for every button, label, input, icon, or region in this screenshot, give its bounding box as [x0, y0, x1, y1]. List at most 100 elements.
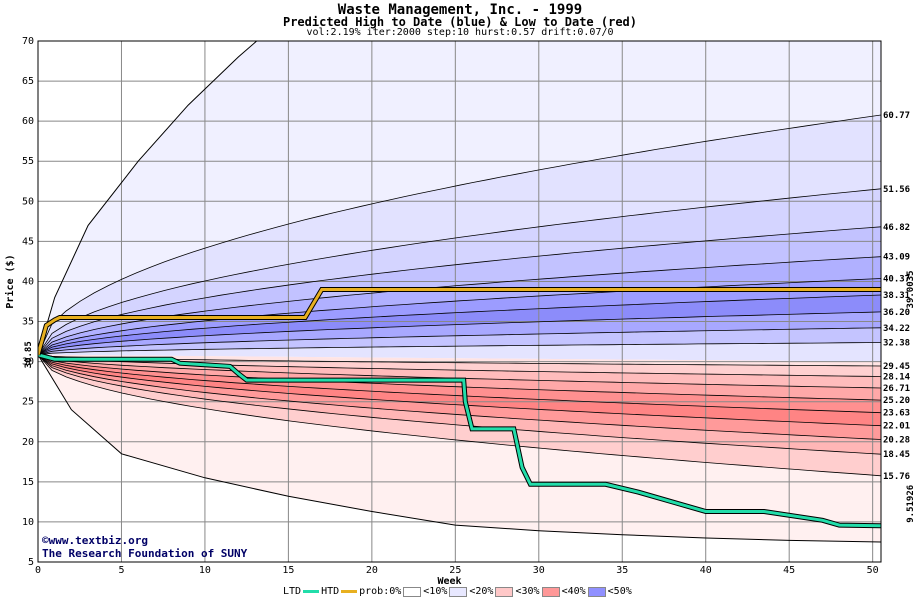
y-tick-label-7: 40 [22, 276, 34, 287]
legend-prob40-swatch [587, 586, 606, 597]
legend-prob50-label: <50% [607, 586, 632, 597]
low-band-3 [38, 354, 881, 401]
series-lines [38, 287, 881, 529]
low-band-7 [38, 354, 881, 455]
high-band-8 [38, 327, 881, 355]
x-tick-label-2: 10 [199, 565, 211, 576]
chart-legend: LTD HTD prob:0% <10% <20% <30% <40% <50% [283, 586, 632, 597]
high-band-1 [38, 115, 881, 355]
x-tick-label-0: 0 [35, 565, 41, 576]
low-level-label-0: 29.45 [883, 362, 910, 372]
legend-ltd-label: LTD [283, 586, 302, 597]
chart-labels: 0 5 10 15 20 25 30 35 40 45 5051015202530354045505… [4, 36, 916, 587]
high-level-label-0: 60.77 [883, 111, 910, 121]
y-tick-label-13: 70 [22, 36, 34, 47]
y-tick-label-4: 25 [22, 397, 34, 408]
high-level-label-8: 32.38 [883, 339, 910, 349]
high-level-line-1 [38, 188, 881, 356]
high-level-label-6: 36.20 [883, 308, 910, 318]
chart-axes [37, 40, 882, 563]
legend-prob40-label: <40% [561, 586, 586, 597]
x-tick-label-1: 5 [118, 565, 124, 576]
high-level-line-8 [38, 342, 881, 356]
low-level-label-3: 25.20 [883, 396, 910, 406]
plot-frame [37, 40, 882, 563]
y-tick-label-5: 30 [22, 357, 34, 368]
high-level-line-6 [38, 311, 881, 356]
legend-prob20-swatch [495, 586, 514, 597]
high-band-5 [38, 278, 881, 355]
band-boundaries [38, 41, 881, 543]
probability-bands [38, 41, 881, 542]
x-tick-label-7: 35 [616, 565, 628, 576]
high-level-line-2 [38, 226, 881, 356]
legend-prob0-label: prob:0% [359, 586, 402, 597]
watermark-url[interactable]: www.textbiz.org [48, 534, 148, 547]
y-tick-label-0: 5 [28, 557, 34, 568]
low-band-0 [38, 354, 881, 366]
x-tick-label-4: 20 [366, 565, 378, 576]
x-tick-label-8: 40 [700, 565, 712, 576]
y-tick-label-10: 55 [22, 156, 34, 167]
high-level-label-4: 40.37 [883, 274, 910, 284]
low-band-6 [38, 354, 881, 440]
low-level-line-6 [38, 354, 881, 440]
legend-ltd-swatch [303, 590, 320, 593]
start-price-label: 30.85 [24, 341, 34, 368]
high-level-label-5: 38.31 [883, 291, 910, 301]
y-tick-label-6: 35 [22, 317, 34, 328]
high-level-line-3 [38, 256, 881, 356]
low-level-label-4: 23.63 [883, 409, 910, 419]
copyright-icon: © [42, 534, 49, 547]
low-level-line-3 [38, 354, 881, 401]
legend-htd-label: HTD [321, 586, 340, 597]
x-tick-label-6: 30 [533, 565, 545, 576]
high-level-label-2: 46.82 [883, 223, 910, 233]
chart-title: Waste Management, Inc. - 1999 [337, 2, 583, 18]
high-level-line-4 [38, 278, 881, 356]
x-tick-label-3: 15 [282, 565, 294, 576]
y-tick-label-9: 50 [22, 196, 34, 207]
high-band-6 [38, 295, 881, 355]
ltd-line [38, 353, 881, 528]
watermark: ©www.textbiz.org The Research Foundation… [42, 534, 247, 560]
low-band-outer [38, 354, 881, 542]
y-tick-label-3: 20 [22, 437, 34, 448]
y-tick-label-2: 15 [22, 477, 34, 488]
legend-prob30-swatch [541, 586, 560, 597]
high-band-inner [38, 342, 881, 362]
high-band-7 [38, 311, 881, 355]
low-level-line-4 [38, 354, 881, 414]
high-level-label-7: 34.22 [883, 324, 910, 334]
chart-subtitle: Predicted High to Date (blue) & Low to D… [282, 15, 637, 29]
low-level-label-2: 26.71 [883, 384, 910, 394]
low-level-line-5 [38, 354, 881, 427]
low-level-line-0 [38, 354, 881, 367]
low-band-2 [38, 354, 881, 388]
low-level-label-8: 15.76 [883, 472, 910, 482]
legend-htd-swatch [341, 590, 358, 593]
outer-low-boundary [38, 354, 881, 543]
y-tick-label-11: 60 [22, 116, 34, 127]
y-tick-label-1: 10 [22, 517, 34, 528]
chart-parameters: vol:2.19% iter:2000 step:10 hurst:0.57 d… [306, 27, 614, 38]
htd-final-label: 39.0035 [906, 271, 916, 309]
low-level-label-6: 20.28 [883, 436, 910, 446]
high-band-2 [38, 188, 881, 355]
low-level-label-7: 18.45 [883, 450, 910, 460]
low-band-5 [38, 354, 881, 426]
legend-prob20-label: <20% [469, 586, 494, 597]
high-level-line-5 [38, 294, 881, 356]
high-level-line-7 [38, 327, 881, 356]
x-axis-label: Week [437, 576, 461, 587]
legend-prob10-swatch [449, 586, 468, 597]
y-tick-label-8: 45 [22, 236, 34, 247]
ltd-final-label: 9.51926 [906, 485, 916, 523]
legend-prob30-label: <30% [515, 586, 540, 597]
x-tick-label-10: 50 [867, 565, 879, 576]
x-tick-label-5: 25 [449, 565, 461, 576]
high-band-3 [38, 226, 881, 355]
y-tick-label-12: 65 [22, 76, 34, 87]
high-band-0 [38, 41, 881, 355]
